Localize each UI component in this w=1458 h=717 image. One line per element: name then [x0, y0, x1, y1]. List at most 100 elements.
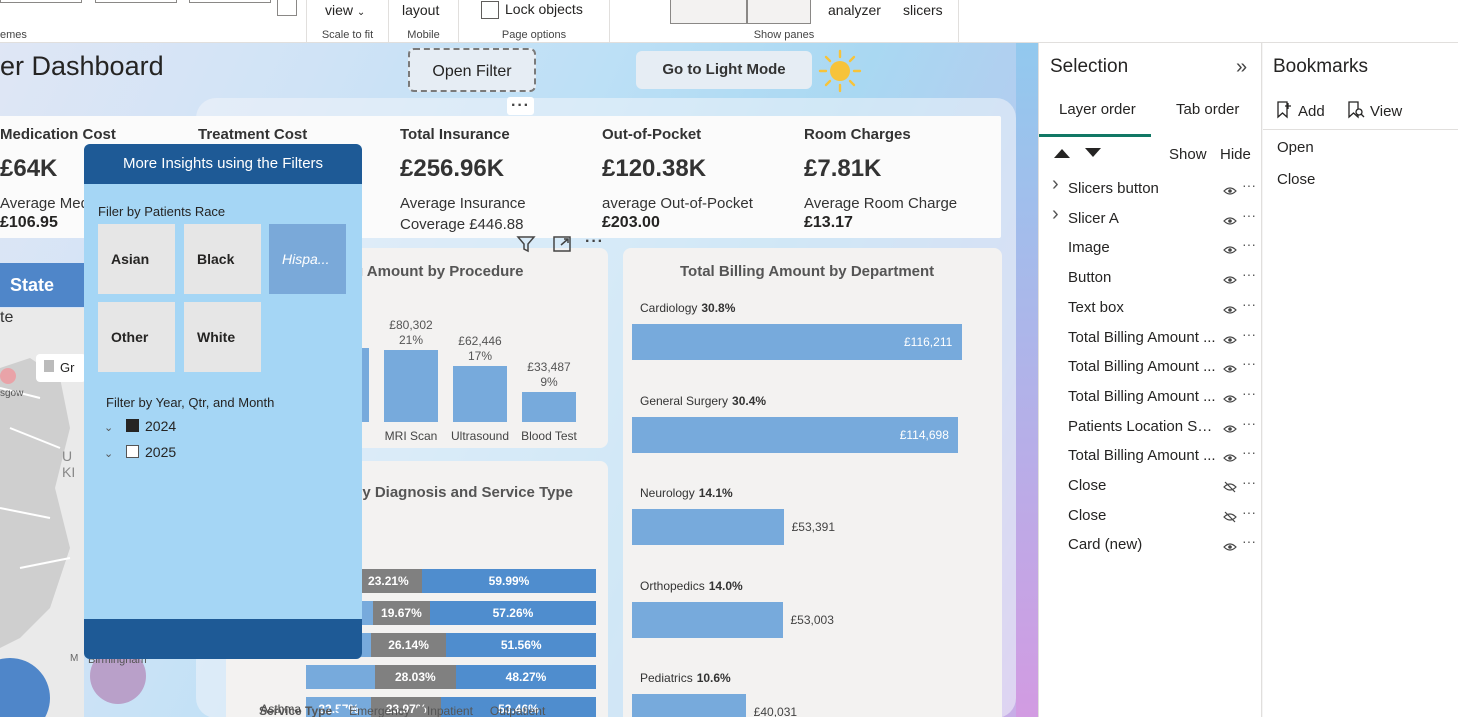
year-item-2024[interactable]: ⌄ 2024: [104, 418, 176, 434]
chevron-down-icon[interactable]: ⌄: [104, 448, 114, 460]
more-options-icon[interactable]: ···: [1242, 414, 1256, 431]
collapse-pane-icon[interactable]: »: [1236, 56, 1248, 78]
eye-icon[interactable]: [1223, 450, 1237, 467]
move-down-icon[interactable]: [1084, 147, 1102, 159]
layer-item[interactable]: › Slicer A ···: [1039, 202, 1263, 235]
stacked-bar-segment[interactable]: 59.99%: [422, 569, 596, 593]
procedure-bar[interactable]: [453, 366, 507, 422]
layer-item[interactable]: Close ···: [1039, 502, 1263, 532]
tab-tab-order[interactable]: Tab order: [1176, 101, 1240, 118]
race-option-black[interactable]: Black: [184, 224, 261, 294]
more-options-icon[interactable]: ···: [1242, 503, 1256, 520]
more-options-icon[interactable]: ···: [1242, 266, 1256, 283]
eye-icon[interactable]: [1223, 421, 1237, 438]
layer-item[interactable]: Card (new) ···: [1039, 531, 1263, 561]
department-bar[interactable]: [632, 694, 746, 717]
eye-off-icon[interactable]: [1223, 480, 1237, 497]
bookmark-item-open[interactable]: Open: [1277, 139, 1314, 156]
layer-item[interactable]: Total Billing Amount ... ···: [1039, 383, 1263, 413]
stacked-bar-segment[interactable]: 51.56%: [446, 633, 596, 657]
theme-swatch[interactable]: [189, 0, 271, 3]
more-options-icon[interactable]: ···: [507, 97, 534, 115]
themes-scroll[interactable]: [277, 0, 297, 16]
kpi-card-panel[interactable]: Medication Cost £64K Average Med £106.95…: [0, 116, 1001, 238]
more-options-icon[interactable]: ···: [1242, 325, 1256, 342]
layer-item[interactable]: Button ···: [1039, 264, 1263, 294]
sync-slicers-button[interactable]: slicers: [903, 2, 943, 18]
more-options-icon[interactable]: ···: [1242, 177, 1256, 193]
year-item-2025[interactable]: ⌄ 2025: [104, 444, 176, 460]
tab-layer-order[interactable]: Layer order: [1059, 101, 1136, 118]
mobile-layout-button[interactable]: layout: [402, 2, 440, 18]
more-options-icon[interactable]: ···: [1242, 206, 1256, 223]
more-options-icon[interactable]: ···: [1242, 474, 1256, 490]
more-options-icon[interactable]: ···: [1242, 355, 1256, 372]
pane-toggle-button[interactable]: [747, 0, 811, 24]
stacked-bar-segment[interactable]: [306, 665, 375, 689]
eye-icon[interactable]: [1223, 361, 1237, 378]
map-legend[interactable]: Gr: [36, 354, 84, 382]
procedure-bar[interactable]: [522, 391, 576, 422]
more-options-icon[interactable]: ···: [1242, 384, 1256, 401]
race-option-white[interactable]: White: [184, 302, 261, 372]
more-options-icon[interactable]: ···: [1242, 295, 1256, 312]
stacked-bar-segment[interactable]: 23.21%: [354, 569, 423, 593]
race-option-other[interactable]: Other: [98, 302, 175, 372]
layer-item[interactable]: Total Billing Amount ... ···: [1039, 353, 1263, 383]
lock-objects-checkbox[interactable]: Lock objects: [481, 1, 583, 20]
eye-icon[interactable]: [1223, 302, 1237, 319]
checkbox-checked[interactable]: [126, 419, 139, 432]
show-all-button[interactable]: Show: [1169, 146, 1207, 163]
more-options-icon[interactable]: ···: [1242, 533, 1256, 550]
performance-analyzer-button[interactable]: analyzer: [828, 2, 881, 18]
department-bar[interactable]: [632, 417, 958, 453]
procedure-bar[interactable]: [362, 348, 369, 422]
layer-item[interactable]: Patients Location Swit... ···: [1039, 413, 1263, 443]
eye-icon[interactable]: [1223, 242, 1237, 259]
filter-panel-footer[interactable]: [84, 619, 362, 659]
layer-item[interactable]: Close ···: [1039, 472, 1263, 502]
state-header[interactable]: State: [0, 263, 84, 307]
bookmark-item-close[interactable]: Close: [1277, 171, 1316, 188]
chevron-right-icon[interactable]: ›: [1052, 202, 1059, 225]
stacked-bar-segment[interactable]: 26.14%: [370, 633, 447, 657]
eye-icon[interactable]: [1223, 332, 1237, 349]
eye-icon[interactable]: [1223, 391, 1237, 408]
light-mode-button[interactable]: Go to Light Mode: [636, 51, 812, 89]
department-bar[interactable]: [632, 602, 783, 638]
layer-item[interactable]: Total Billing Amount ... ···: [1039, 442, 1263, 472]
more-options-icon[interactable]: ···: [1242, 236, 1256, 253]
chevron-down-icon[interactable]: ⌄: [104, 422, 114, 434]
chevron-right-icon[interactable]: ›: [1052, 173, 1059, 195]
layer-item[interactable]: › Slicers button ···: [1039, 173, 1263, 205]
department-bar[interactable]: [632, 509, 784, 545]
add-bookmark-button[interactable]: Add: [1276, 101, 1325, 120]
theme-swatch[interactable]: [95, 0, 177, 3]
layer-item[interactable]: Text box ···: [1039, 294, 1263, 324]
race-option-hispanic[interactable]: Hispa...: [269, 224, 346, 294]
eye-icon[interactable]: [1223, 183, 1237, 200]
layer-item[interactable]: Image ···: [1039, 234, 1263, 264]
stacked-bar-segment[interactable]: 48.27%: [456, 665, 596, 689]
pane-toggle-button[interactable]: [670, 0, 747, 24]
focus-mode-icon[interactable]: [551, 233, 573, 255]
theme-swatch[interactable]: [0, 0, 82, 3]
hide-all-button[interactable]: Hide: [1220, 146, 1251, 163]
filter-icon[interactable]: [515, 233, 537, 255]
more-options-icon[interactable]: ···: [585, 233, 604, 250]
layer-item[interactable]: Total Billing Amount ... ···: [1039, 324, 1263, 354]
uk-map[interactable]: te Gr sgow U KI M: [0, 308, 84, 717]
department-chart-panel[interactable]: Total Billing Amount by Department Cardi…: [623, 248, 1002, 717]
eye-icon[interactable]: [1223, 272, 1237, 289]
fit-view-button[interactable]: view ⌄: [325, 2, 365, 18]
move-up-icon[interactable]: [1053, 147, 1071, 159]
eye-icon[interactable]: [1223, 539, 1237, 556]
department-bar[interactable]: [632, 324, 962, 360]
stacked-bar-segment[interactable]: 57.26%: [429, 601, 596, 625]
stacked-bar-segment[interactable]: 28.03%: [374, 665, 456, 689]
race-option-asian[interactable]: Asian: [98, 224, 175, 294]
view-bookmark-button[interactable]: View: [1347, 101, 1402, 120]
checkbox-unchecked[interactable]: [126, 445, 139, 458]
eye-icon[interactable]: [1223, 213, 1237, 230]
stacked-bar-segment[interactable]: 19.67%: [372, 601, 430, 625]
